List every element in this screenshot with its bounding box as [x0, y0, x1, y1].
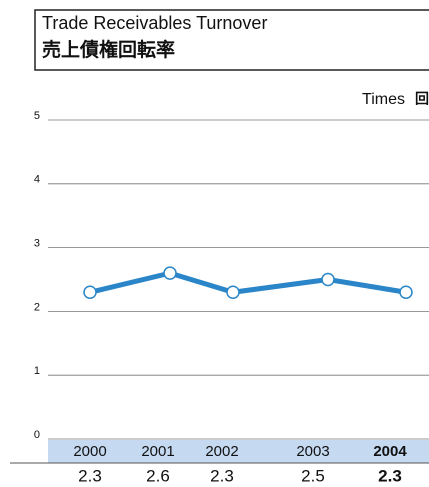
y-tick-label: 2 — [34, 301, 40, 313]
value-label: 2.3 — [378, 466, 402, 485]
value-label: 2.5 — [301, 466, 325, 485]
x-tick-label: 2000 — [73, 443, 106, 460]
chart-title: Trade Receivables Turnover — [42, 13, 267, 33]
y-tick-label: 4 — [34, 174, 40, 186]
x-tick-label: 2003 — [296, 443, 329, 460]
y-tick-label: 1 — [34, 365, 40, 377]
point — [163, 266, 177, 280]
value-label: 2.6 — [146, 466, 170, 485]
chart-subtitle: 売上債権回転率 — [42, 38, 175, 61]
point — [226, 285, 240, 300]
y-tick-label: 5 — [34, 110, 40, 122]
y-tick-label: 0 — [34, 429, 40, 441]
point — [321, 272, 335, 287]
line — [89, 270, 407, 295]
category-band — [48, 440, 429, 463]
x-tick-label: 2002 — [205, 443, 238, 460]
point — [83, 285, 97, 300]
y-axis-label: Times — [362, 91, 405, 108]
y-tick-label: 3 — [34, 238, 40, 250]
y-axis-label-ja: 回 — [415, 91, 429, 107]
point — [399, 285, 413, 300]
x-tick-label: 2004 — [373, 443, 407, 460]
title-box — [34, 9, 429, 71]
value-label: 2.3 — [78, 466, 102, 485]
x-tick-label: 2001 — [141, 443, 174, 460]
value-label: 2.3 — [210, 466, 234, 485]
